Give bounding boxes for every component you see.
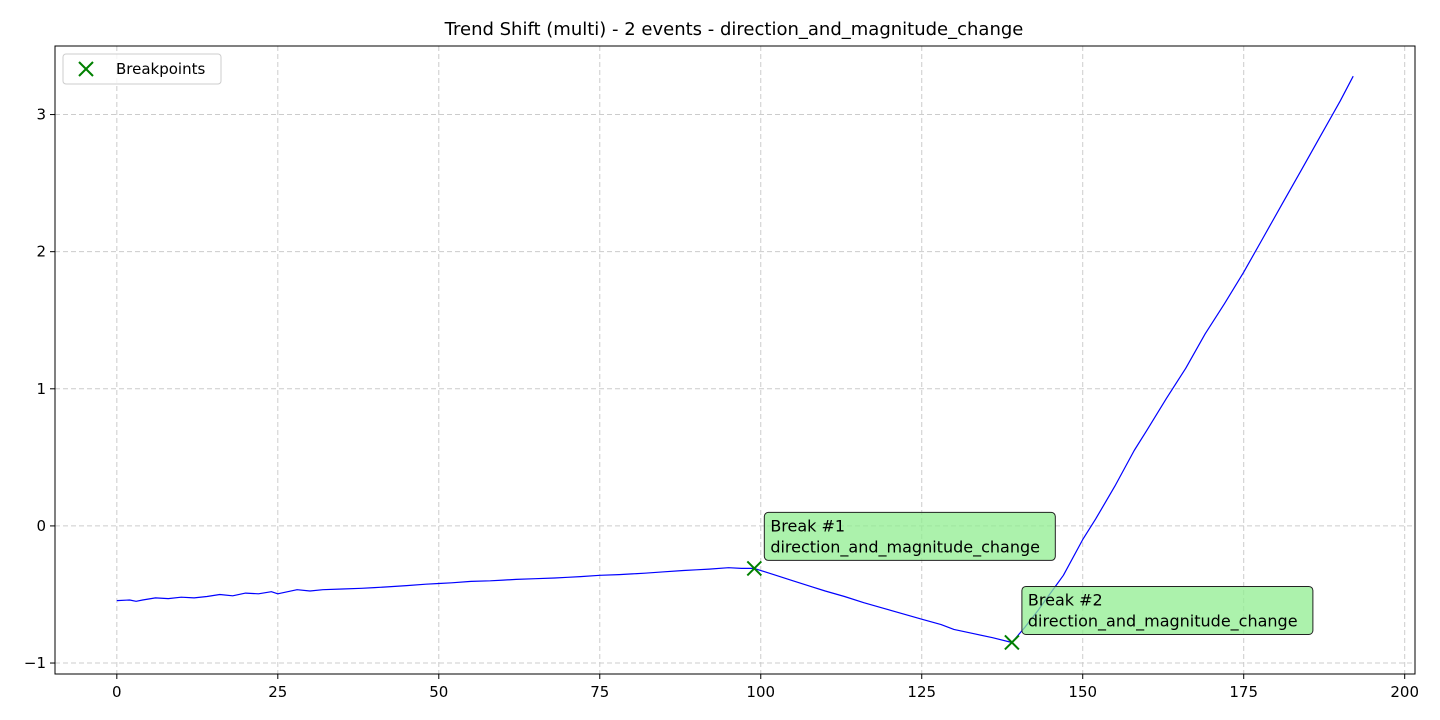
gridlines	[55, 46, 1415, 674]
annotation-box	[1021, 585, 1314, 635]
breakpoint-marker	[746, 560, 763, 577]
plot-area	[116, 75, 1354, 644]
y-tick-label: 2	[36, 243, 46, 261]
y-tick-label: −1	[24, 654, 46, 672]
legend-box	[62, 53, 222, 85]
series-line	[116, 75, 1354, 644]
annotation-text-line: Break #2	[1028, 590, 1103, 609]
annotation-1: Break #1 direction_and_magnitude_change	[763, 511, 1056, 561]
annotation-text-line: direction_and_magnitude_change	[1028, 611, 1298, 631]
annotation-box	[763, 511, 1056, 561]
breakpoint-marker	[1004, 634, 1020, 651]
legend-label: Breakpoints	[116, 60, 205, 78]
annotation-text-line: direction_and_magnitude_change	[770, 537, 1040, 557]
x-marker-stroke	[1004, 634, 1020, 651]
y-tick-label: 0	[36, 517, 46, 535]
x-tick-label: 125	[907, 683, 936, 701]
legend-x-marker-icon	[78, 61, 94, 77]
x-tick-label: 50	[429, 683, 448, 701]
x-tick-label: 200	[1390, 683, 1419, 701]
chart-title: Trend Shift (multi) - 2 events - directi…	[444, 19, 1024, 40]
x-tick-label: 100	[746, 683, 775, 701]
x-tick-label: 25	[268, 683, 287, 701]
x-axis: 0 25 50 75 100 125 150 175 200	[112, 674, 1419, 701]
breakpoint-markers	[746, 560, 1020, 651]
y-tick-label: 3	[36, 106, 46, 124]
x-tick-label: 175	[1229, 683, 1258, 701]
legend-marker-glyph	[78, 61, 94, 77]
x-tick-label: 0	[112, 683, 122, 701]
x-marker-stroke	[78, 61, 94, 77]
x-marker-stroke	[746, 560, 763, 577]
annotation-text-line: Break #1	[770, 516, 845, 535]
y-axis: −1 0 1 2 3	[24, 106, 55, 672]
y-tick-label: 1	[36, 380, 46, 398]
axes-frame	[54, 45, 1416, 675]
annotation-2: Break #2 direction_and_magnitude_change	[1021, 585, 1314, 635]
annotations: Break #1direction_and_magnitude_changeBr…	[763, 511, 1314, 635]
x-tick-label: 75	[590, 683, 609, 701]
x-tick-label: 150	[1068, 683, 1097, 701]
legend: Breakpoints	[62, 53, 222, 85]
